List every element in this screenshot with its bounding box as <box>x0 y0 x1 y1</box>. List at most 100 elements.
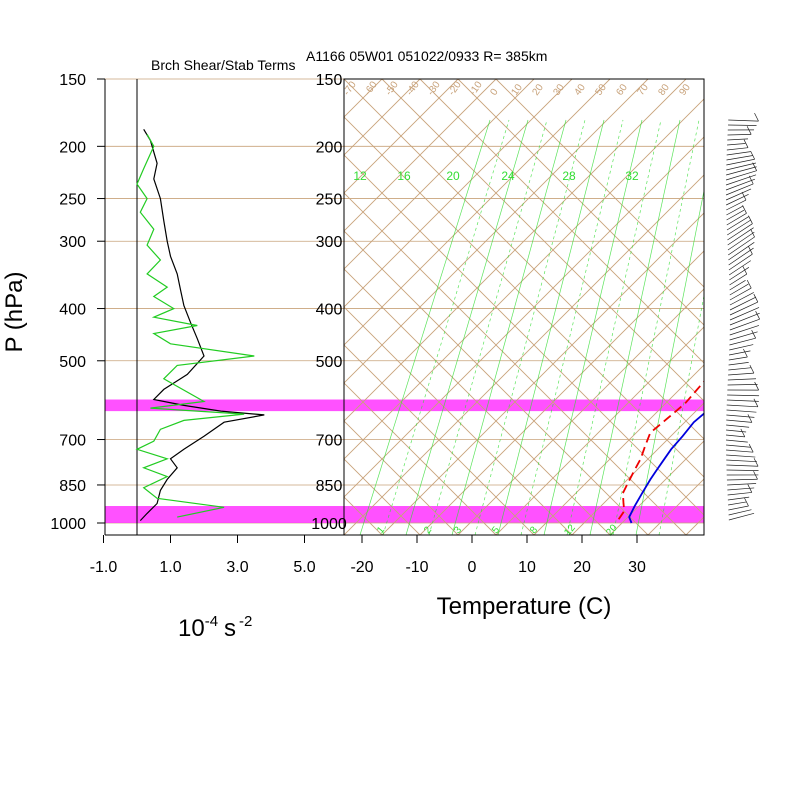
wind-barb-shaft <box>726 464 759 467</box>
highlight-band <box>344 506 704 523</box>
temperature-line <box>628 412 704 524</box>
wind-barb-shaft <box>727 223 753 241</box>
wind-barb-flag <box>744 497 749 507</box>
dry-adiabat-line <box>344 306 573 535</box>
wind-barb-flag <box>749 364 755 374</box>
dry-adiabat-line <box>344 268 611 535</box>
wind-barb-shaft <box>726 205 744 216</box>
left-traces <box>135 128 265 522</box>
left-y-tick-label: 500 <box>59 354 86 371</box>
dry-adiabat-line <box>344 344 535 535</box>
wind-barb-shaft <box>728 242 755 261</box>
wind-barb-flag <box>748 246 753 255</box>
wind-barb-flag <box>748 444 754 453</box>
isotherm-label: -60 <box>362 79 380 98</box>
left-y-tick-label: 400 <box>59 302 86 319</box>
skew-highlight-bands <box>344 399 704 523</box>
wind-barb-shaft <box>727 496 750 501</box>
mixing-ratio-top-label: 12 <box>353 169 367 183</box>
left-x-label-unit: s <box>224 615 236 642</box>
wind-barb-shaft <box>726 147 749 151</box>
wind-barb-shaft <box>726 216 749 231</box>
skew-x-tick-label: -20 <box>350 559 373 576</box>
wind-barb-shaft <box>729 301 758 316</box>
wind-barb-shaft <box>728 356 748 361</box>
wind-barb-flag <box>753 398 759 407</box>
wind-barb-shaft <box>729 312 760 326</box>
wind-barb-flag <box>753 293 759 303</box>
wind-barb-shaft <box>726 166 757 176</box>
skew-y-tick-label: 200 <box>316 139 343 156</box>
wind-barb-flag <box>748 215 753 224</box>
left-x-ticks: -1.0 1.0 3.0 5.0 <box>90 535 316 576</box>
left-x-label-base: 10 <box>178 615 205 642</box>
left-x-tick-label: 3.0 <box>226 559 248 576</box>
wind-barb-shaft <box>729 273 747 286</box>
mixing-ratio-bottom-label: 20 <box>604 522 620 538</box>
mixing-ratio-bottom-label: 1 <box>375 524 387 536</box>
wind-barb-shaft <box>725 434 745 438</box>
wind-barb-flag <box>742 205 747 214</box>
wind-barb-shaft <box>726 414 755 418</box>
skew-traces <box>617 380 704 524</box>
wind-barb-shaft <box>726 449 754 453</box>
wind-barb-flag <box>754 112 759 122</box>
mixing-ratio-bottom-label: 8 <box>528 524 540 536</box>
wind-barb-shaft <box>729 283 749 296</box>
mixing-ratio-top-label: 24 <box>501 169 515 183</box>
mixing-ratio-line <box>635 189 704 535</box>
skew-y-ticks: 150 200 250 300 400 500 700 850 1000 <box>311 72 347 533</box>
wind-barb-shaft <box>729 280 746 291</box>
wind-barb-shaft <box>729 287 752 301</box>
wind-barb-shaft <box>728 505 749 511</box>
isotherm-line <box>381 212 704 535</box>
skew-y-tick-label: 850 <box>316 478 343 495</box>
isotherm-label: 60 <box>614 82 630 98</box>
dry-adiabat-line <box>344 192 687 535</box>
dry-adiabat-line <box>344 116 704 478</box>
skew-x-tick-label: 30 <box>628 559 646 576</box>
wind-barb-flag <box>752 162 757 171</box>
wind-barb-shaft <box>729 296 757 311</box>
wind-barb-shaft <box>728 350 751 356</box>
mixing-ratio-top-label: 28 <box>562 169 576 183</box>
left-y-tick-label: 700 <box>59 433 86 450</box>
skew-y-tick-label: 150 <box>316 72 343 89</box>
left-x-tick-label: 5.0 <box>293 559 315 576</box>
wind-barb-shaft <box>726 399 759 402</box>
dry-adiabat-line <box>381 79 704 402</box>
left-y-tick-label: 250 <box>59 192 86 209</box>
wind-barb-shaft <box>729 318 760 331</box>
mixing-ratio-labels: 12 16 20 24 28 321 2 3 5 8 12 20 <box>353 169 639 538</box>
wind-barb-shaft <box>726 199 747 211</box>
wind-barb-flag <box>747 414 753 423</box>
wind-barb-shaft <box>725 444 751 448</box>
wind-barb-shaft <box>727 483 757 486</box>
left-y-tick-label: 200 <box>59 139 86 156</box>
wind-barb-flag <box>750 228 755 238</box>
isotherm-label: 30 <box>551 82 567 98</box>
skewt-panel: -70 -60 -50 -40 -30 -20 -10 0 10 20 30 40 50 60 70 80 90… <box>0 72 705 576</box>
wind-barb-shaft <box>726 478 758 481</box>
highlight-band <box>344 399 704 412</box>
highlight-band <box>105 399 344 412</box>
wind-barb-shaft <box>726 194 749 206</box>
wind-barb-shaft <box>726 419 752 423</box>
mixing-ratio-line <box>520 119 624 535</box>
dry-adiabat-line <box>0 79 230 535</box>
mixing-ratio-top-label: 32 <box>625 169 639 183</box>
wind-barb-shaft <box>725 178 756 191</box>
left-x-label-exp: -4 <box>205 613 218 630</box>
skew-x-tick-label: 10 <box>518 559 536 576</box>
wind-barb-shaft <box>725 174 757 186</box>
wind-barb-flag <box>748 175 754 185</box>
skew-y-tick-label: 400 <box>316 302 343 319</box>
mixing-ratio-top-label: 20 <box>446 169 460 183</box>
left-y-tick-label: 300 <box>59 234 86 251</box>
wind-barb-flag <box>741 191 747 201</box>
wind-barbs <box>725 112 760 521</box>
left-y-tick-label: 1000 <box>50 516 86 533</box>
isotherm-label: 20 <box>530 82 546 98</box>
wind-barb-shaft <box>725 188 752 201</box>
